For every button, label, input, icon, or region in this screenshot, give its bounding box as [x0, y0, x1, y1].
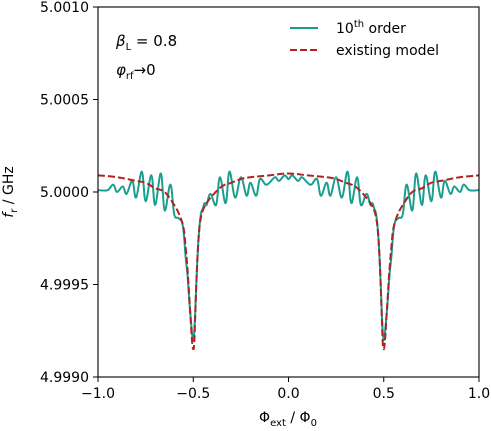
series-line-10th-order [98, 170, 479, 342]
y-tick-label: 5.0005 [40, 93, 89, 109]
y-label-main-sub: r [9, 208, 20, 213]
x-label-main-sub: ext [270, 418, 286, 429]
y-tick-label: 4.9995 [40, 278, 89, 294]
annotation-phi-sub: rf [126, 71, 134, 82]
y-tick-label: 4.9990 [40, 370, 89, 386]
annotation-phi-symbol: φ [116, 61, 126, 79]
annotation-beta-text: = 0.8 [131, 32, 177, 50]
annotation-phi-text: →0 [134, 61, 156, 79]
y-tick-label: 5.0000 [40, 185, 89, 201]
x-label-main: Φ [259, 410, 270, 426]
annotation-beta: βL = 0.8 [115, 32, 177, 53]
annotation-phi: φrf→0 [116, 61, 156, 82]
x-label-denom: Φ [300, 410, 311, 426]
x-tick-label: −0.5 [176, 386, 210, 402]
x-axis-ticks: −1.0 −0.5 0.0 0.5 1.0 [81, 377, 490, 402]
x-tick-label: 0.0 [277, 386, 299, 402]
x-axis-label: Φext / Φ0 [259, 410, 317, 429]
y-axis-label: fr / GHz [1, 166, 20, 217]
annotation-beta-sub: L [126, 42, 132, 53]
x-tick-label: −1.0 [81, 386, 115, 402]
x-label-denom-sub: 0 [311, 418, 317, 429]
x-tick-label: 0.5 [373, 386, 395, 402]
y-tick-label: 5.0010 [40, 0, 89, 16]
y-axis-ticks: 4.9990 4.9995 5.0000 5.0005 5.0010 [40, 0, 98, 386]
legend: 10th order existing model [290, 19, 439, 59]
x-label-sep: / [286, 410, 300, 426]
y-label-unit: / GHz [1, 166, 17, 208]
legend-label-10th-sup: th [354, 19, 364, 30]
x-tick-label: 1.0 [468, 386, 490, 402]
series-layer [98, 170, 479, 351]
legend-label-existing-model: existing model [336, 43, 439, 59]
y-label-main: f [1, 211, 17, 218]
series-line-existing-model [98, 172, 479, 351]
legend-label-10th-order: 10th order [336, 19, 406, 37]
legend-label-10th-rest: order [364, 21, 406, 37]
legend-label-10th-base: 10 [336, 21, 354, 37]
annotation-beta-symbol: β [115, 32, 126, 50]
